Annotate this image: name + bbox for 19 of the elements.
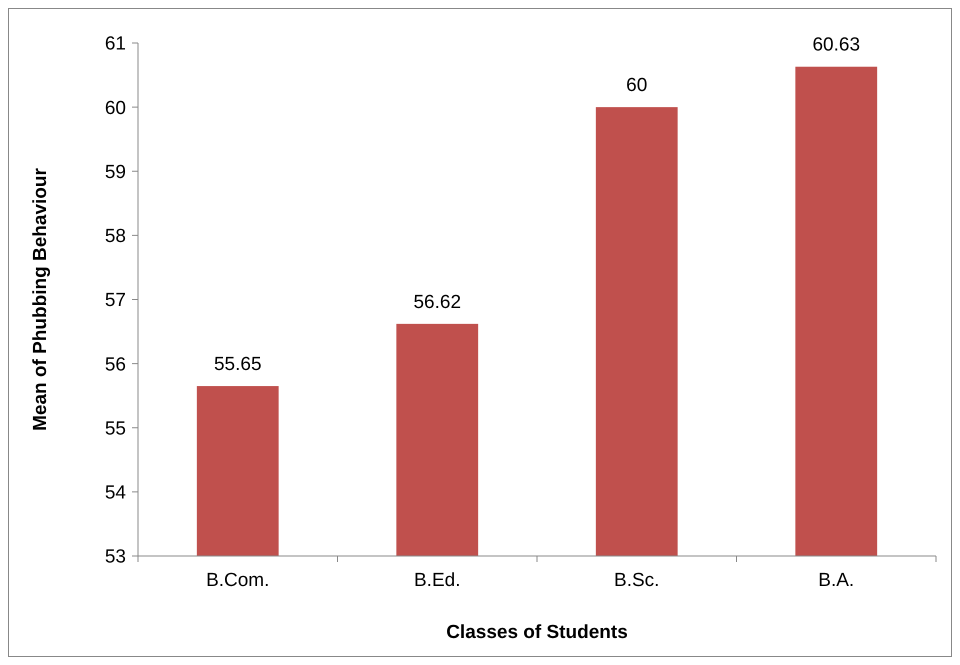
data-label: 55.65 xyxy=(214,354,262,376)
y-tick-label: 55 xyxy=(104,418,126,440)
data-label: 56.62 xyxy=(413,292,462,313)
y-tick-label: 56 xyxy=(104,354,126,376)
data-label: 60.63 xyxy=(812,34,860,56)
x-tick-label: B.Com. xyxy=(206,570,270,591)
y-axis-title: Mean of Phubbing Behaviour xyxy=(30,167,51,431)
y-tick-label: 54 xyxy=(104,482,126,504)
y-tick-label: 59 xyxy=(104,162,126,183)
data-label: 60 xyxy=(626,75,648,96)
x-tick-label: B.Sc. xyxy=(614,570,660,591)
x-tick-label: B.A. xyxy=(818,570,854,591)
y-tick-label: 58 xyxy=(104,226,126,248)
y-tick-label: 57 xyxy=(104,290,126,312)
y-tick-label: 53 xyxy=(104,546,126,568)
y-tick-label: 60 xyxy=(104,98,126,119)
x-tick-label: B.Ed. xyxy=(414,570,460,591)
x-axis-title: Classes of Students xyxy=(446,622,628,643)
y-tick-label: 61 xyxy=(104,34,126,55)
